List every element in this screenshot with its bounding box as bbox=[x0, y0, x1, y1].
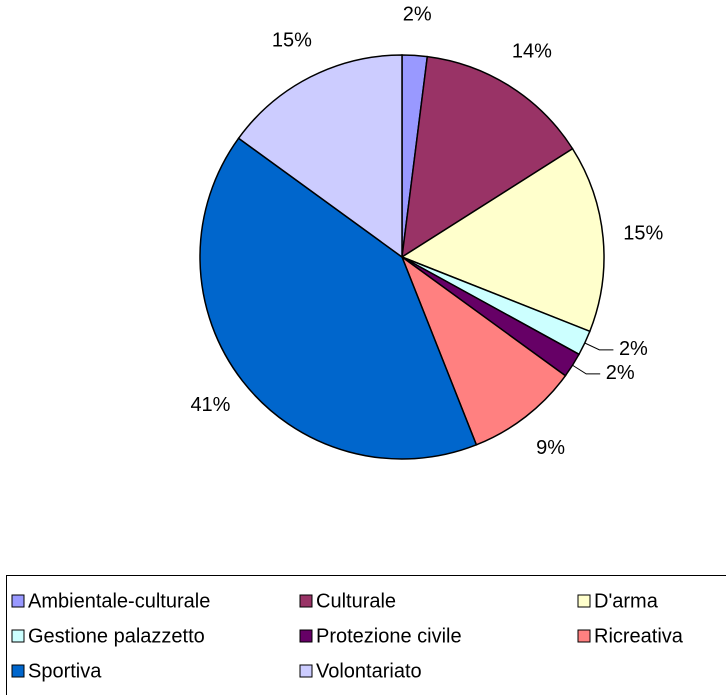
legend-swatch bbox=[299, 664, 313, 678]
legend-box bbox=[6, 575, 726, 695]
legend-label: Gestione palazzetto bbox=[28, 625, 205, 647]
data-label: 15% bbox=[272, 29, 312, 51]
legend-label: Ambientale-culturale bbox=[28, 590, 210, 612]
legend-swatch bbox=[299, 594, 313, 608]
pie-slice bbox=[237, 54, 403, 259]
data-label: 2% bbox=[606, 362, 635, 384]
pie-slice bbox=[400, 254, 567, 446]
data-label: 14% bbox=[512, 41, 552, 63]
legend-label: Volontariato bbox=[316, 660, 422, 682]
legend-label: D'arma bbox=[594, 590, 659, 612]
legend-swatch bbox=[577, 629, 591, 643]
leader-line bbox=[572, 364, 601, 375]
legend-swatch bbox=[299, 629, 313, 643]
data-label: 15% bbox=[623, 222, 663, 244]
pie-slice bbox=[199, 137, 478, 460]
data-label: 2% bbox=[403, 3, 432, 25]
legend-swatch bbox=[11, 629, 25, 643]
legend-label: Ricreativa bbox=[594, 625, 684, 647]
data-label: 41% bbox=[190, 394, 230, 416]
data-label: 2% bbox=[619, 338, 648, 360]
pie-slice bbox=[401, 55, 574, 259]
legend-swatch bbox=[11, 594, 25, 608]
legend-label: Culturale bbox=[316, 590, 396, 612]
leader-line bbox=[584, 342, 614, 351]
pie-slice bbox=[400, 147, 605, 333]
legend-label: Protezione civile bbox=[316, 625, 462, 647]
data-label: 9% bbox=[536, 437, 565, 459]
legend-swatch bbox=[577, 594, 591, 608]
legend-label: Sportiva bbox=[28, 660, 102, 682]
legend-swatch bbox=[11, 664, 25, 678]
